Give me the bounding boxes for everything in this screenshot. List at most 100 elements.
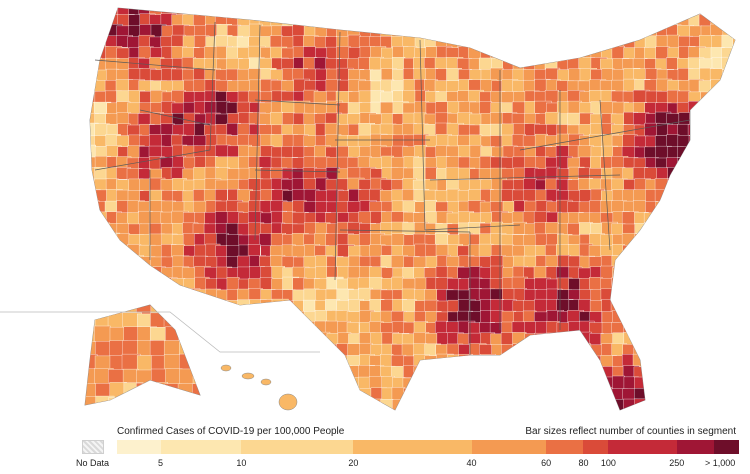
county-cell [678, 112, 696, 125]
county-cell [600, 24, 615, 40]
county-cell [480, 13, 498, 30]
county-cell [557, 343, 572, 360]
county-cell [291, 376, 308, 391]
county-cell [182, 344, 198, 357]
county-cell [194, 299, 211, 315]
county-cell [108, 397, 125, 405]
county-cell [710, 344, 725, 361]
county-cell [446, 13, 460, 29]
county-cell [688, 189, 703, 203]
county-cell [446, 409, 463, 410]
county-cell [667, 387, 684, 402]
county-cell [666, 256, 684, 270]
county-cell [90, 256, 102, 271]
county-cell [413, 13, 427, 30]
county-cell [337, 365, 353, 381]
county-cell [622, 255, 637, 272]
county-cell [666, 298, 682, 314]
county-cell [721, 245, 735, 261]
county-cell [181, 267, 197, 281]
county-cell [304, 377, 319, 394]
county-cell [677, 299, 692, 315]
county-cell [95, 300, 113, 315]
legend-segment [546, 440, 584, 454]
county-cell [105, 267, 122, 283]
county-cell [215, 388, 230, 405]
county-cell [556, 377, 574, 392]
county-cell [90, 299, 96, 313]
county-cell [259, 333, 275, 350]
county-cell [94, 325, 111, 343]
county-cell [688, 8, 707, 17]
county-cell [667, 278, 682, 295]
county-cell [162, 411, 175, 420]
county-cell [512, 409, 527, 410]
county-cell [178, 326, 198, 343]
county-cell [534, 34, 549, 51]
county-cell [446, 376, 461, 391]
county-cell [194, 398, 208, 410]
county-cell [721, 56, 734, 72]
county-cell [457, 377, 472, 391]
county-cell [546, 46, 563, 62]
county-cell [578, 23, 596, 39]
county-cell [490, 13, 505, 29]
county-cell [95, 234, 110, 249]
county-cell [634, 309, 650, 324]
county-cell [456, 408, 474, 410]
county-cell [733, 387, 735, 400]
county-cell [645, 276, 659, 292]
county-cell [711, 111, 726, 127]
county-cell [655, 223, 670, 237]
county-cell [700, 201, 716, 214]
county-cell [293, 354, 308, 369]
county-cell [677, 376, 693, 391]
county-cell [700, 244, 714, 259]
county-cell [523, 398, 540, 410]
county-cell [193, 8, 208, 16]
county-cell [127, 398, 143, 410]
county-cell [667, 188, 683, 205]
county-cell [733, 45, 735, 60]
county-cell [193, 411, 208, 420]
county-cell [689, 298, 702, 313]
no-data-swatch [82, 440, 104, 454]
county-cell [249, 399, 264, 410]
county-cell [348, 409, 363, 410]
county-cell [644, 222, 659, 238]
county-cell [105, 255, 121, 271]
county-cell [733, 201, 735, 214]
county-cell [479, 8, 495, 16]
county-cell [700, 398, 717, 410]
county-cell [116, 277, 131, 292]
county-cell [270, 331, 284, 348]
county-cell [90, 211, 100, 227]
county-cell [721, 113, 734, 129]
county-cell [721, 344, 735, 358]
county-cell [293, 322, 309, 338]
county-cell [709, 310, 727, 327]
county-cell [370, 409, 388, 410]
county-cell [523, 387, 537, 401]
county-cell [645, 387, 661, 402]
legend-note: Bar sizes reflect number of counties in … [525, 426, 736, 437]
county-cell [700, 167, 717, 182]
county-cell [667, 366, 685, 381]
county-cell [720, 256, 735, 270]
county-cell [667, 411, 684, 420]
county-cell [721, 91, 735, 107]
county-cell [677, 266, 694, 283]
county-cell [678, 354, 694, 368]
county-cell [282, 331, 298, 348]
county-cell [646, 411, 662, 420]
county-cell [337, 377, 351, 392]
county-cell [178, 305, 198, 315]
county-cell [90, 277, 99, 294]
county-cell [665, 376, 680, 392]
county-cell [667, 178, 680, 191]
county-cell [325, 398, 341, 410]
county-cell [413, 8, 427, 19]
county-cell [710, 156, 724, 173]
county-cell [611, 399, 626, 410]
county-cell [182, 299, 196, 316]
